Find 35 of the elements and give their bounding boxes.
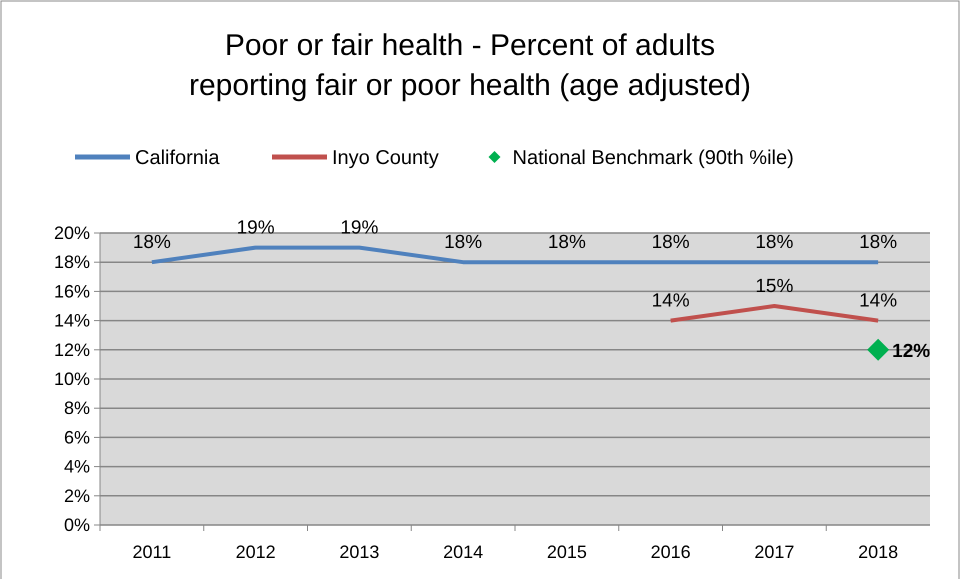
y-tick-label: 2%: [64, 486, 90, 506]
x-tick-label: 2012: [236, 542, 276, 562]
data-label: 18%: [859, 232, 898, 254]
y-tick-label: 14%: [54, 310, 90, 331]
y-tick-label: 20%: [54, 223, 90, 243]
data-label: 14%: [652, 290, 690, 312]
data-label: 18%: [444, 232, 482, 254]
data-label: 18%: [132, 232, 171, 254]
x-tick-label: 2015: [546, 542, 587, 562]
x-tick-label: 2016: [650, 542, 691, 562]
data-label: 19%: [340, 218, 378, 239]
x-tick-label: 2011: [132, 542, 172, 562]
x-tick-label: 2014: [443, 542, 484, 562]
y-tick-label: 10%: [54, 369, 90, 389]
y-tick-label: 8%: [64, 398, 90, 418]
x-tick-label: 2018: [858, 542, 898, 562]
y-tick-label: 18%: [54, 252, 90, 272]
data-label: 14%: [859, 290, 898, 312]
data-label: 18%: [652, 232, 690, 254]
legend-label: National Benchmark (90th %ile): [512, 147, 794, 169]
y-tick-label: 16%: [54, 281, 90, 302]
legend-label: Inyo County: [332, 147, 439, 169]
data-label: 12%: [892, 340, 930, 362]
legend-label: California: [135, 147, 220, 169]
x-tick-label: 2013: [339, 542, 380, 562]
data-label: 19%: [236, 218, 275, 239]
y-tick-label: 4%: [64, 456, 90, 477]
data-label: 18%: [755, 232, 794, 254]
data-label: 18%: [548, 232, 586, 254]
y-tick-label: 6%: [64, 427, 90, 448]
y-tick-label: 0%: [64, 515, 90, 535]
chart-title: Poor or fair health - Percent of adults reporting fair or poor health (age adjusted): [188, 29, 752, 102]
x-tick-label: 2017: [754, 542, 794, 562]
y-tick-label: 12%: [54, 340, 90, 360]
data-label: 15%: [755, 276, 794, 297]
